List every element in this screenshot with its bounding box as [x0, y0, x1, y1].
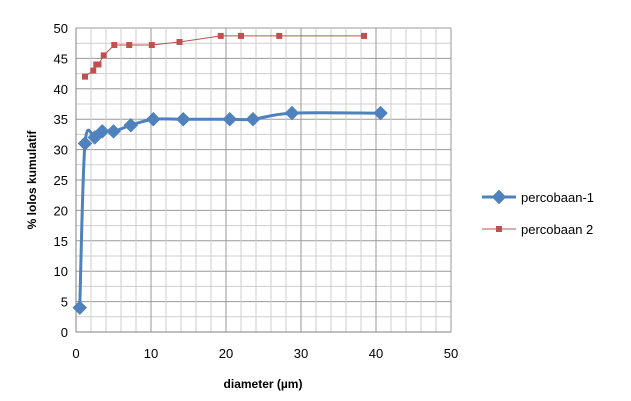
series-percobaan-1	[72, 105, 388, 316]
y-tick-label: 35	[54, 112, 68, 127]
axes	[75, 28, 451, 333]
y-tick-labels: 0 5 10 15 20 25 30 35 40 45 50	[54, 21, 68, 340]
y-tick-label: 30	[54, 143, 68, 158]
data-point	[126, 42, 133, 49]
data-point	[245, 111, 261, 127]
x-tick-label: 0	[72, 346, 79, 361]
y-tick-label: 0	[61, 325, 68, 340]
grid-lines	[75, 27, 452, 333]
data-point	[284, 105, 300, 121]
y-tick-label: 5	[61, 295, 68, 310]
y-tick-label: 40	[54, 82, 68, 97]
series-line	[84, 35, 364, 78]
x-tick-label: 50	[444, 346, 458, 361]
legend: percobaan-1 percobaan 2	[482, 189, 594, 237]
data-point	[82, 73, 88, 80]
x-tick-label: 40	[369, 346, 383, 361]
data-point	[222, 111, 238, 127]
data-point	[217, 32, 224, 39]
y-tick-label: 50	[54, 21, 68, 36]
legend-label: percobaan 2	[521, 222, 593, 237]
data-point	[276, 32, 283, 39]
y-tick-label: 20	[54, 203, 68, 218]
y-tick-label: 25	[54, 173, 68, 188]
y-tick-label: 10	[54, 264, 68, 279]
y-axis-title: % lolos kumulatif	[25, 130, 39, 230]
data-point	[373, 105, 388, 121]
data-point	[496, 226, 502, 232]
legend-label: percobaan-1	[521, 190, 594, 205]
x-tick-label: 20	[219, 346, 233, 361]
data-point	[95, 61, 102, 68]
x-tick-label: 30	[294, 346, 308, 361]
data-point	[94, 124, 110, 139]
data-point	[145, 111, 161, 127]
x-tick-label: 10	[144, 346, 158, 361]
y-tick-label: 15	[54, 234, 68, 249]
data-point	[100, 52, 107, 59]
data-point	[176, 38, 183, 45]
data-point	[106, 124, 121, 139]
data-point	[90, 67, 97, 74]
series-layer	[72, 32, 388, 316]
data-point	[238, 32, 244, 39]
data-point	[148, 42, 155, 49]
data-point	[123, 117, 139, 133]
data-point	[77, 136, 93, 151]
data-point	[72, 300, 88, 316]
data-point	[111, 42, 118, 49]
x-axis-title: diameter (µm)	[224, 377, 303, 391]
data-point	[491, 189, 507, 205]
data-point	[175, 111, 191, 127]
x-tick-labels: 0 10 20 30 40 50	[72, 346, 458, 361]
series-percobaan-2	[82, 32, 367, 80]
data-point	[361, 32, 367, 39]
y-tick-label: 45	[54, 51, 68, 66]
